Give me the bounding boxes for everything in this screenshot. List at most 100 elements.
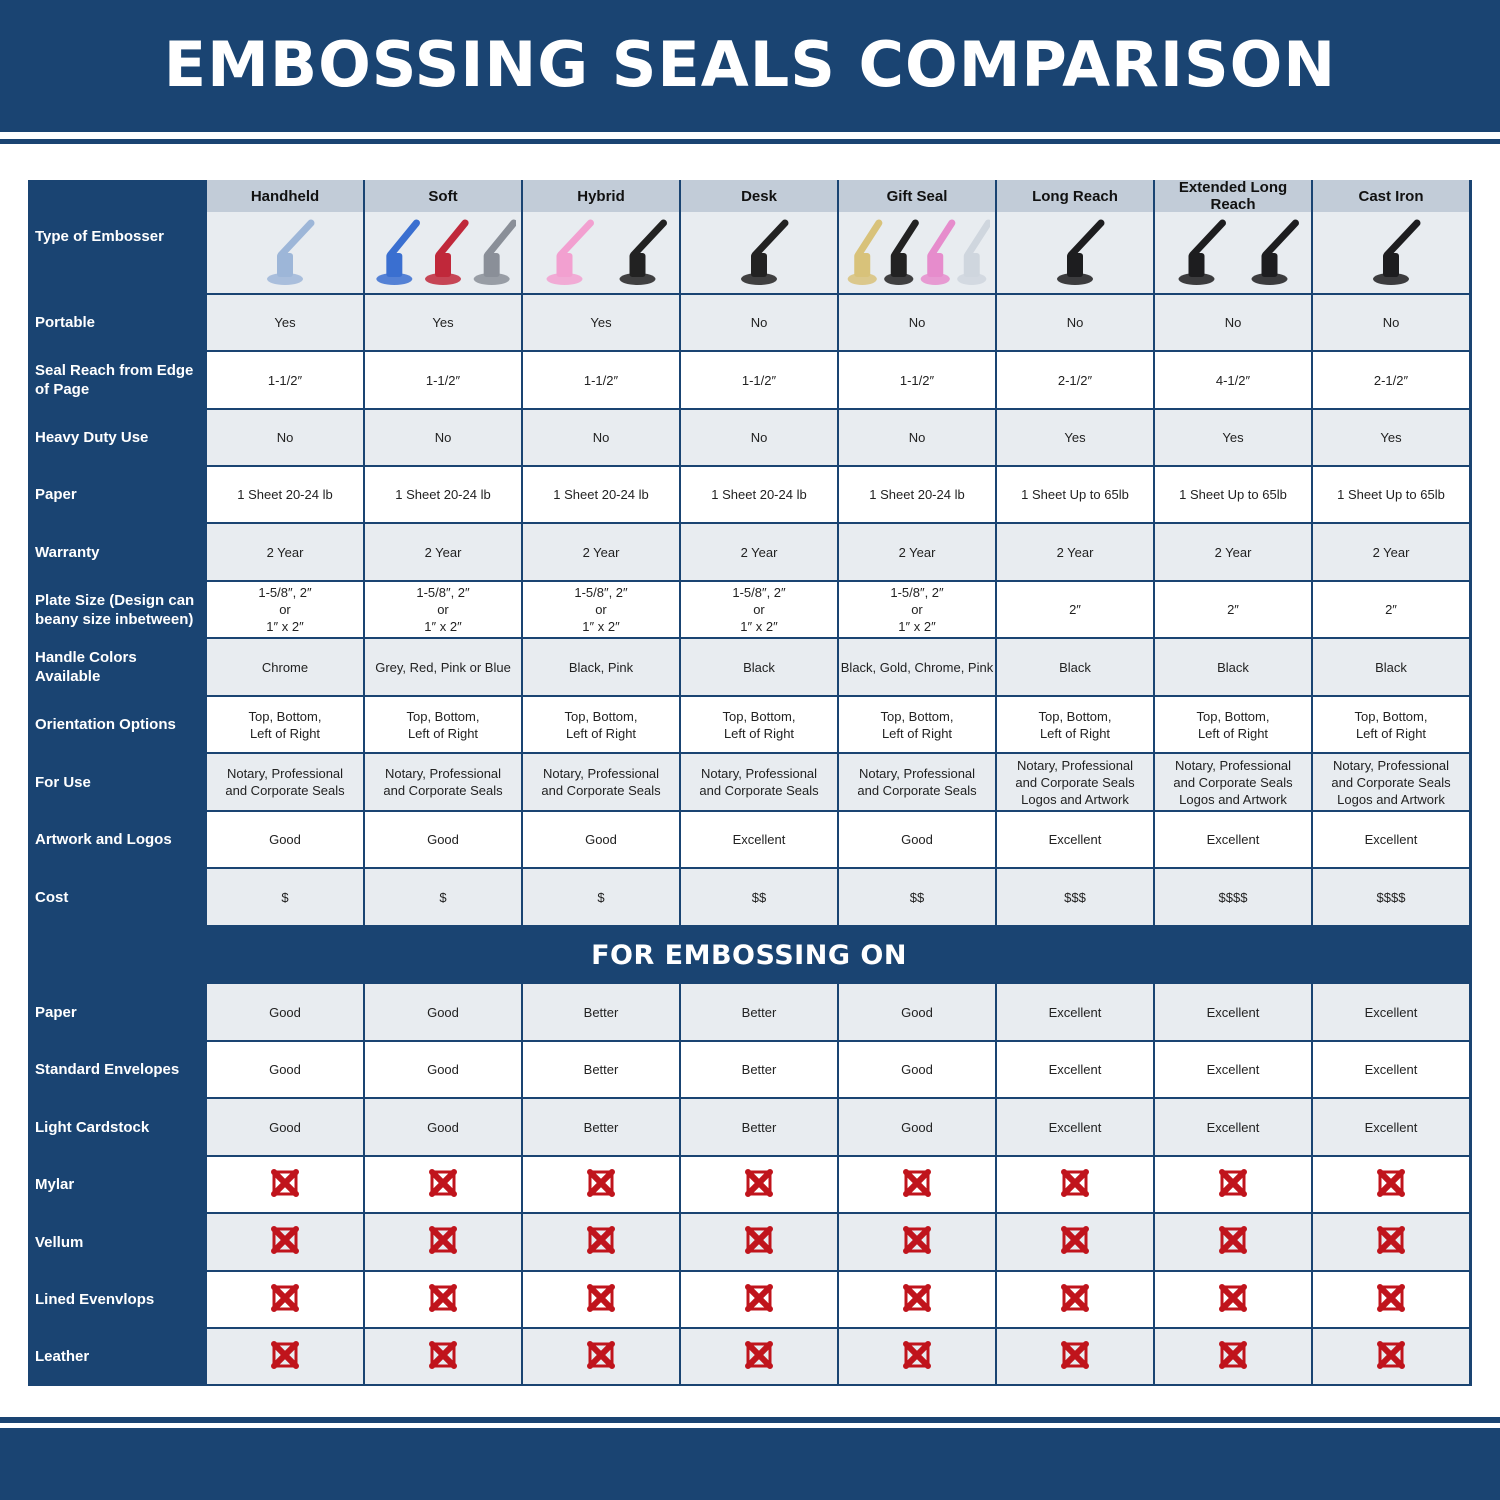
red-x-icon xyxy=(271,1168,299,1201)
table-cell: 2 Year xyxy=(839,524,995,580)
table-cell: Good xyxy=(365,812,521,867)
row-label: Plate Size (Design can beany size inbetw… xyxy=(28,582,204,637)
red-x-icon xyxy=(429,1283,457,1316)
table-cell: Top, Bottom, Left of Right xyxy=(1155,697,1311,752)
table-cell: $$ xyxy=(681,869,837,925)
table-cell: Yes xyxy=(1155,410,1311,465)
table-cell: Top, Bottom, Left of Right xyxy=(681,697,837,752)
row-label: Warranty xyxy=(28,524,204,580)
table-cell: No xyxy=(523,410,679,465)
table-cell: Yes xyxy=(365,295,521,350)
table-cell: Top, Bottom, Left of Right xyxy=(523,697,679,752)
table-cell: No xyxy=(1155,295,1311,350)
embosser-image xyxy=(681,212,837,293)
row-label: Handle Colors Available xyxy=(28,639,204,695)
row-label: Orientation Options xyxy=(28,697,204,752)
table-cell: Notary, Professional and Corporate Seals… xyxy=(1313,754,1469,810)
table-cell: 1 Sheet Up to 65lb xyxy=(1155,467,1311,522)
row-label: Paper xyxy=(28,984,204,1040)
row-label: Artwork and Logos xyxy=(28,812,204,867)
table-cell xyxy=(523,1157,679,1212)
table-cell: Excellent xyxy=(1313,984,1469,1040)
footer-band xyxy=(0,1428,1500,1500)
table-cell xyxy=(207,1157,363,1212)
row-label: Paper xyxy=(28,467,204,522)
table-cell: No xyxy=(681,410,837,465)
table-cell: No xyxy=(839,410,995,465)
table-cell: Better xyxy=(681,984,837,1040)
red-x-icon xyxy=(587,1168,615,1201)
table-cell: No xyxy=(681,295,837,350)
red-x-icon xyxy=(271,1226,299,1258)
table-cell: 4-1/2″ xyxy=(1155,352,1311,408)
table-cell: 1 Sheet 20-24 lb xyxy=(207,467,363,522)
table-cell: Yes xyxy=(1313,410,1469,465)
table-cell xyxy=(681,1329,837,1384)
table-cell: Good xyxy=(839,1099,995,1155)
table-cell: 1-1/2″ xyxy=(681,352,837,408)
table-cell: Black xyxy=(681,639,837,695)
column-header: Handheld xyxy=(207,180,363,212)
table-cell xyxy=(681,1157,837,1212)
table-cell xyxy=(839,1214,995,1270)
table-cell: 1 Sheet 20-24 lb xyxy=(681,467,837,522)
embosser-image xyxy=(207,212,363,293)
table-cell: No xyxy=(365,410,521,465)
table-cell: Excellent xyxy=(1155,1099,1311,1155)
table-cell: Good xyxy=(839,812,995,867)
table-cell: 1-5/8″, 2″ or 1″ x 2″ xyxy=(365,582,521,637)
red-x-icon xyxy=(1377,1340,1405,1373)
row-label: Type of Embosser xyxy=(28,180,204,293)
row-label: Vellum xyxy=(28,1214,204,1270)
table-cell xyxy=(681,1272,837,1327)
page-title: EMBOSSING SEALS COMPARISON xyxy=(163,28,1337,101)
table-cell: Good xyxy=(365,1099,521,1155)
red-x-icon xyxy=(429,1226,457,1258)
table-cell xyxy=(523,1214,679,1270)
table-cell: 1-1/2″ xyxy=(207,352,363,408)
table-cell xyxy=(997,1214,1153,1270)
red-x-icon xyxy=(1061,1168,1089,1201)
table-cell xyxy=(523,1329,679,1384)
table-cell xyxy=(997,1329,1153,1384)
table-cell: Notary, Professional and Corporate Seals… xyxy=(1155,754,1311,810)
table-cell: 2″ xyxy=(1313,582,1469,637)
red-x-icon xyxy=(903,1168,931,1201)
red-x-icon xyxy=(429,1340,457,1373)
table-cell: Black, Pink xyxy=(523,639,679,695)
table-cell: 2″ xyxy=(1155,582,1311,637)
table-cell: No xyxy=(1313,295,1469,350)
table-cell: Top, Bottom, Left of Right xyxy=(997,697,1153,752)
table-cell xyxy=(839,1329,995,1384)
table-cell: $$$ xyxy=(997,869,1153,925)
table-cell: Good xyxy=(839,1042,995,1097)
table-cell xyxy=(1313,1329,1469,1384)
table-cell: Excellent xyxy=(997,1099,1153,1155)
table-cell: $ xyxy=(523,869,679,925)
table-cell xyxy=(365,1157,521,1212)
table-cell: 2-1/2″ xyxy=(997,352,1153,408)
table-cell: 2 Year xyxy=(1313,524,1469,580)
table-cell: Good xyxy=(207,984,363,1040)
table-cell xyxy=(365,1329,521,1384)
table-cell: Notary, Professional and Corporate Seals… xyxy=(997,754,1153,810)
row-label: Standard Envelopes xyxy=(28,1042,204,1097)
table-cell: 2 Year xyxy=(997,524,1153,580)
table-cell: 1-1/2″ xyxy=(523,352,679,408)
table-cell: Grey, Red, Pink or Blue xyxy=(365,639,521,695)
red-x-icon xyxy=(1219,1226,1247,1258)
column-header: Cast Iron xyxy=(1313,180,1469,212)
table-cell: 2 Year xyxy=(1155,524,1311,580)
red-x-icon xyxy=(903,1340,931,1373)
embosser-image xyxy=(1155,212,1311,293)
red-x-icon xyxy=(1377,1168,1405,1201)
table-cell: 1-1/2″ xyxy=(839,352,995,408)
table-cell: Excellent xyxy=(997,812,1153,867)
table-cell: $$ xyxy=(839,869,995,925)
table-cell: Good xyxy=(365,1042,521,1097)
table-cell xyxy=(839,1157,995,1212)
embosser-image xyxy=(365,212,521,293)
table-cell: Chrome xyxy=(207,639,363,695)
red-x-icon xyxy=(1377,1283,1405,1316)
table-cell: Notary, Professional and Corporate Seals xyxy=(365,754,521,810)
